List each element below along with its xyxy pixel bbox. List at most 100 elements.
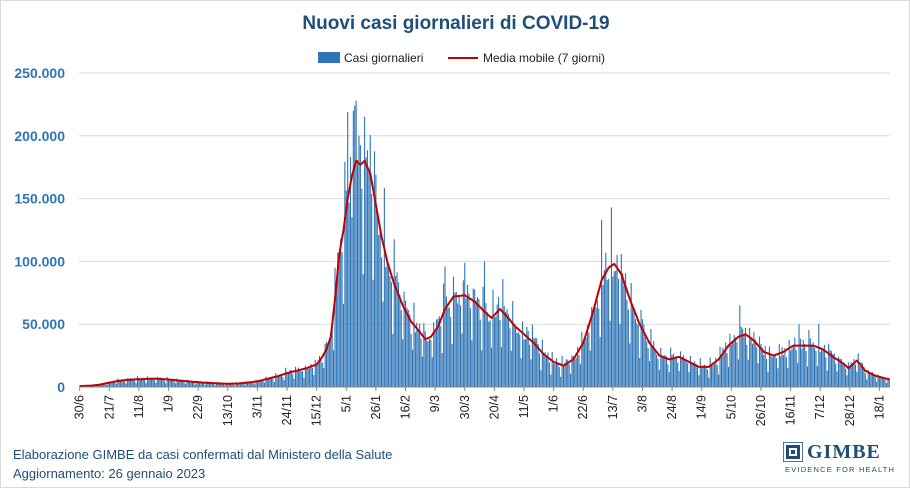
footer-source: Elaborazione GIMBE da casi confermati da… xyxy=(13,447,393,462)
daily-bar xyxy=(774,353,776,387)
daily-bar xyxy=(218,382,220,387)
daily-bar xyxy=(598,308,600,387)
daily-bar xyxy=(572,356,574,387)
daily-bar xyxy=(125,383,127,387)
daily-bar xyxy=(122,380,124,387)
daily-bar xyxy=(457,303,459,387)
daily-bar xyxy=(184,383,187,387)
daily-bar xyxy=(756,347,758,387)
daily-bar xyxy=(265,376,267,387)
daily-bar xyxy=(599,337,601,387)
daily-bar xyxy=(138,378,140,387)
x-tick-label: 14/9 xyxy=(695,395,709,419)
daily-bar xyxy=(118,380,120,387)
daily-bar xyxy=(323,367,325,387)
daily-bar xyxy=(818,324,820,387)
daily-bar xyxy=(550,374,552,387)
daily-bar xyxy=(751,343,754,387)
daily-bar xyxy=(206,381,208,387)
daily-bar xyxy=(355,100,357,387)
daily-bar xyxy=(392,333,394,387)
daily-bar xyxy=(272,378,274,387)
daily-bar xyxy=(709,357,711,387)
daily-bar xyxy=(522,321,524,387)
daily-bar xyxy=(854,364,856,387)
daily-bar xyxy=(740,326,742,387)
daily-bar xyxy=(727,366,730,387)
daily-bar xyxy=(524,339,526,387)
daily-bar xyxy=(792,345,794,387)
x-tick-label: 16/2 xyxy=(399,395,413,419)
y-axis: 0 50.000 100.000 150.000 200.000 250.000 xyxy=(14,65,65,395)
daily-bar xyxy=(613,271,615,387)
daily-bar xyxy=(712,365,714,387)
daily-bar xyxy=(416,322,418,387)
daily-bar xyxy=(317,361,319,387)
daily-bar xyxy=(830,351,833,387)
daily-bar xyxy=(606,279,608,387)
daily-bar xyxy=(737,359,739,387)
daily-bar xyxy=(344,162,346,387)
daily-bar xyxy=(691,362,693,387)
daily-bar xyxy=(437,318,439,387)
daily-bar xyxy=(467,285,469,387)
daily-bar xyxy=(763,354,765,387)
daily-bar xyxy=(777,368,779,387)
daily-bar xyxy=(517,332,519,387)
daily-bar xyxy=(715,357,717,387)
daily-bar xyxy=(637,324,639,387)
daily-bar xyxy=(569,373,572,387)
daily-bar xyxy=(746,344,748,387)
daily-bar xyxy=(859,366,861,387)
daily-bar xyxy=(577,347,579,387)
daily-bar xyxy=(488,321,490,387)
daily-bar xyxy=(664,355,666,387)
legend: Casi giornalieri Media mobile (7 giorni) xyxy=(318,51,605,65)
daily-bar xyxy=(316,365,318,387)
daily-bar xyxy=(498,296,500,387)
daily-bar xyxy=(506,309,508,387)
daily-bar xyxy=(608,278,610,387)
daily-bar xyxy=(615,270,617,387)
daily-bar xyxy=(389,276,391,387)
daily-bar xyxy=(702,365,704,387)
daily-bar xyxy=(431,357,433,387)
daily-bar xyxy=(380,257,383,387)
daily-bar xyxy=(396,272,398,387)
daily-bar xyxy=(292,374,294,387)
daily-bar xyxy=(845,368,847,387)
daily-bar xyxy=(661,355,663,387)
daily-bar xyxy=(624,273,627,387)
daily-bar xyxy=(403,291,405,387)
daily-bar xyxy=(526,327,528,387)
daily-bar xyxy=(338,256,340,387)
daily-bar xyxy=(452,276,455,387)
daily-bar xyxy=(211,382,213,387)
daily-bar xyxy=(423,323,425,387)
daily-bar xyxy=(441,353,443,387)
daily-bar xyxy=(502,279,504,387)
daily-bar xyxy=(675,356,677,387)
daily-bar xyxy=(220,383,222,387)
daily-bar xyxy=(581,331,583,387)
daily-bar xyxy=(310,363,312,387)
daily-bar xyxy=(541,339,543,387)
logo-name: GIMBE xyxy=(807,441,881,463)
daily-bar xyxy=(371,193,373,387)
daily-bar xyxy=(296,371,298,387)
daily-bar xyxy=(627,309,629,387)
daily-bar xyxy=(191,381,194,387)
daily-bar xyxy=(428,339,431,387)
daily-bar xyxy=(306,369,308,387)
daily-bar xyxy=(468,293,470,387)
daily-bar xyxy=(372,279,374,387)
daily-bar xyxy=(117,378,119,387)
daily-bar xyxy=(585,338,587,387)
daily-bar xyxy=(321,362,323,387)
daily-bar xyxy=(646,341,648,387)
daily-bar xyxy=(478,298,480,387)
daily-bar xyxy=(785,357,787,387)
daily-bar xyxy=(290,370,292,387)
daily-bar xyxy=(736,342,738,387)
